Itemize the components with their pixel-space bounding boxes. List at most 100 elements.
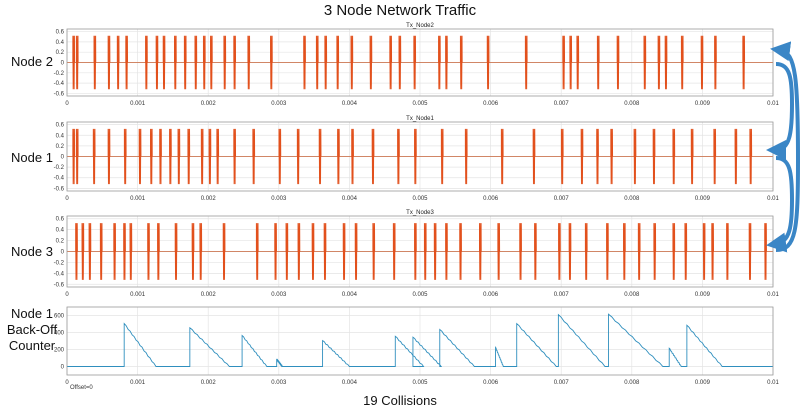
y-tick-label: 0 — [61, 365, 65, 371]
axes-frame — [66, 306, 774, 376]
tx-burst — [92, 128, 96, 185]
tx-burst — [519, 223, 522, 280]
tx-burst — [255, 223, 259, 280]
tx-burst — [532, 128, 536, 185]
tx-burst — [610, 128, 614, 185]
tx-burst — [174, 35, 177, 90]
tx-burst — [637, 223, 641, 280]
y-tick-label: -0.4 — [54, 81, 65, 87]
y-tick-label: -0.2 — [54, 260, 65, 266]
y-tick-label: -0.4 — [54, 271, 65, 277]
tx-burst — [657, 35, 661, 90]
tx-burst — [159, 128, 162, 185]
y-tick-label: 0 — [61, 61, 65, 67]
tx-burst — [123, 223, 126, 280]
x-tick-label: 0.007 — [554, 292, 570, 298]
y-tick-label: 400 — [54, 331, 65, 337]
x-tick-label: 0.009 — [695, 292, 711, 298]
tx-burst — [155, 35, 159, 90]
tx-burst — [742, 35, 746, 90]
subplot-title: Tx_Node3 — [406, 210, 434, 216]
tx-burst — [726, 223, 729, 280]
y-tick-label: 0.4 — [56, 40, 65, 46]
tx-burst — [459, 35, 463, 90]
row-label-node-3: Node 3 — [11, 244, 53, 259]
y-tick-label: 0.4 — [56, 133, 65, 139]
tx-burst — [684, 223, 688, 280]
row-label-node-2: Node 2 — [11, 54, 53, 69]
tx-burst — [398, 35, 402, 90]
tx-burst — [690, 128, 694, 185]
tx-burst — [318, 128, 322, 185]
tx-burst — [208, 128, 212, 185]
x-tick-label: 0.006 — [483, 292, 499, 298]
tx-burst — [524, 35, 528, 90]
subplot-title: Tx_Node2 — [406, 23, 434, 29]
x-tick-label: 0.005 — [412, 196, 428, 202]
tx-burst — [680, 35, 684, 90]
y-tick-label: -0.6 — [54, 282, 65, 288]
x-tick-label: 0.01 — [767, 196, 779, 202]
y-tick-label: 0 — [61, 250, 65, 256]
tx-burst — [354, 223, 358, 280]
tx-burst — [369, 35, 373, 90]
tx-burst — [150, 128, 153, 185]
y-tick-label: 0.6 — [56, 217, 65, 223]
tx-burst — [479, 223, 482, 280]
x-tick-label: 0.006 — [483, 380, 499, 386]
tx-burst — [672, 128, 676, 185]
tx-burst — [210, 35, 213, 90]
tx-burst — [596, 35, 600, 90]
tx-burst — [568, 223, 572, 280]
tx-burst — [72, 35, 76, 90]
x-tick-label: 0.004 — [342, 101, 358, 107]
tx-burst — [414, 128, 417, 185]
tx-burst — [580, 128, 584, 185]
y-tick-label: -0.6 — [54, 91, 65, 97]
x-tick-label: 0.007 — [554, 380, 570, 386]
tx-burst — [633, 128, 637, 185]
x-tick-label: 0 — [65, 196, 69, 202]
tx-burst — [194, 35, 198, 90]
y-tick-label: 0.2 — [56, 50, 65, 56]
tx-burst — [351, 128, 354, 185]
tx-burst — [459, 223, 462, 280]
tx-burst — [372, 223, 376, 280]
tx-burst — [323, 223, 327, 280]
tx-burst — [616, 35, 620, 90]
tx-burst — [216, 128, 220, 185]
x-tick-label: 0.008 — [624, 101, 640, 107]
tx-burst — [569, 35, 573, 90]
offset-note: Offset=0 — [70, 385, 93, 391]
tx-burst — [350, 35, 354, 90]
row-label-backoff-counter: Node 1 Back-Off Counter — [6, 306, 58, 353]
x-tick-label: 0.003 — [271, 292, 287, 298]
panel-node-1: 0 0.001 0.002 0.003 0.004 0.005 0.006 0.007 0.00… — [54, 116, 780, 202]
tx-burst — [202, 35, 206, 90]
tx-burst — [560, 128, 564, 185]
x-tick-label: 0.009 — [695, 101, 711, 107]
tx-burst — [311, 223, 315, 280]
x-tick-label: 0.003 — [271, 101, 287, 107]
x-tick-label: 0.008 — [624, 292, 640, 298]
x-tick-label: 0.001 — [130, 292, 146, 298]
tx-burst — [397, 128, 400, 185]
tx-burst — [123, 128, 127, 185]
tx-burst — [285, 223, 289, 280]
tx-burst — [107, 35, 111, 90]
tx-burst — [199, 223, 203, 280]
x-tick-label: 0.004 — [342, 196, 358, 202]
tx-burst — [371, 128, 375, 185]
tx-burst — [278, 128, 282, 185]
tx-burst — [413, 35, 417, 90]
y-tick-label: 0.6 — [56, 123, 65, 129]
x-tick-label: 0.005 — [412, 101, 428, 107]
tx-burst — [702, 223, 706, 280]
x-tick-label: 0.004 — [342, 292, 358, 298]
y-tick-label: -0.2 — [54, 165, 65, 171]
x-tick-label: 0.004 — [342, 380, 358, 386]
tx-burst — [438, 35, 441, 90]
y-tick-label: -0.2 — [54, 71, 65, 77]
tx-burst — [748, 223, 752, 280]
